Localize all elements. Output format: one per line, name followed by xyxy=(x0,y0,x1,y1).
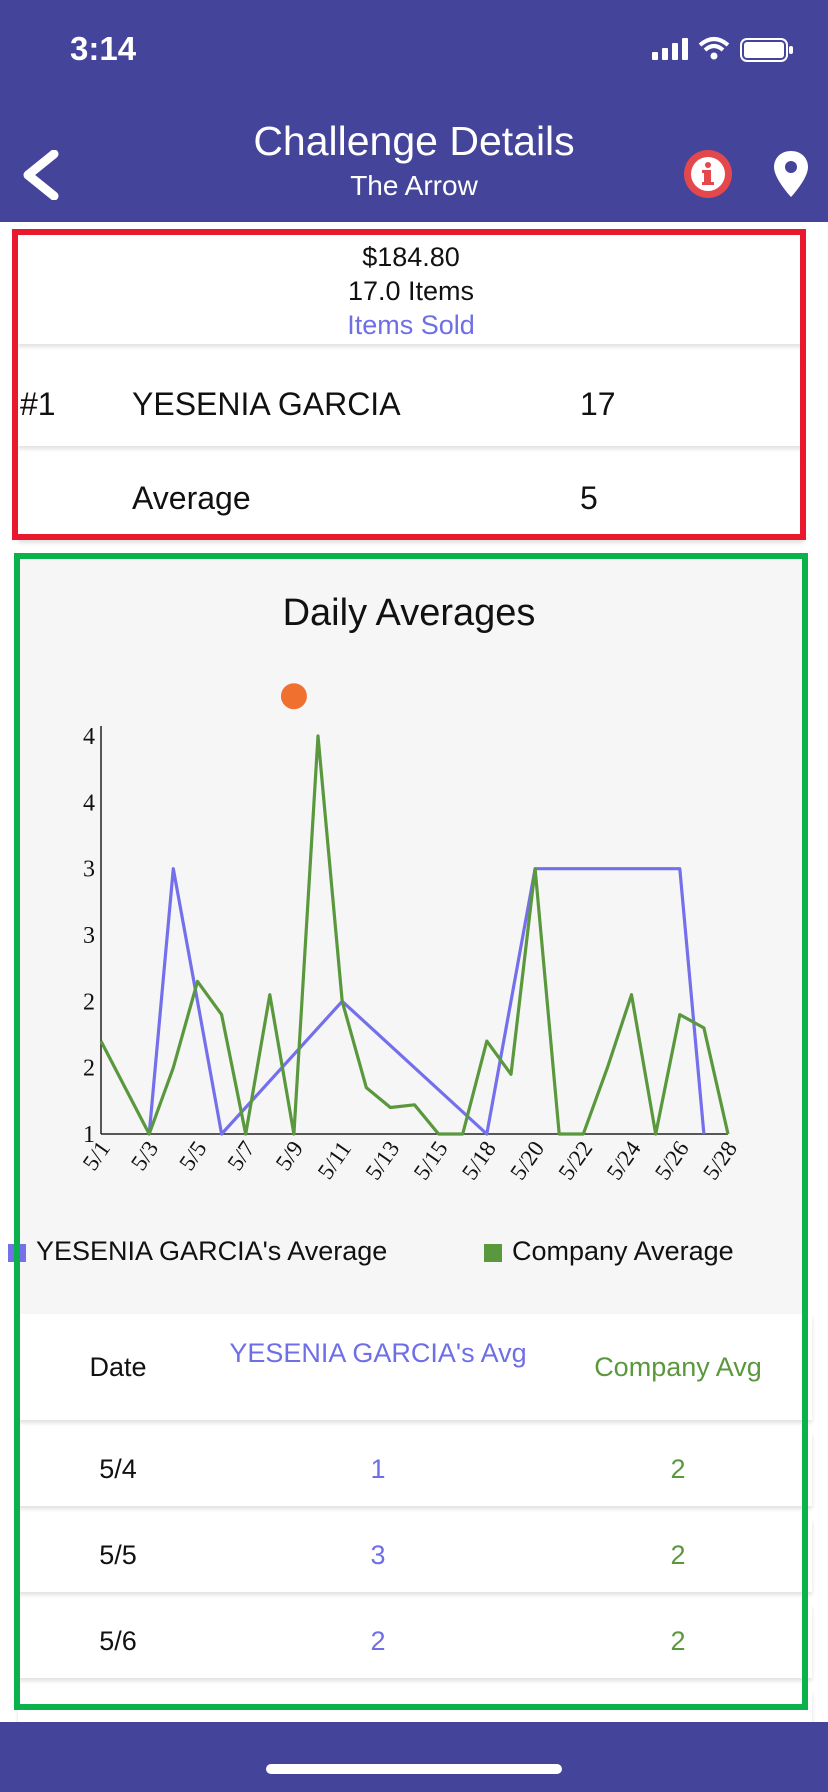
x-tick-label: 5/9 xyxy=(271,1137,308,1175)
x-tick-label: 5/11 xyxy=(313,1137,356,1184)
x-tick-label: 5/26 xyxy=(650,1137,694,1185)
series-line-company xyxy=(99,734,730,1136)
x-tick-label: 5/22 xyxy=(553,1137,597,1185)
y-tick-label: 2 xyxy=(83,989,95,1015)
row-user-avg: 1 xyxy=(370,1454,386,1484)
y-tick-label: 3 xyxy=(83,923,95,949)
row-user-avg: 3 xyxy=(370,1540,386,1570)
header-bar: 3:14 Challenge Details The Arrow xyxy=(0,0,828,222)
row-date: 5/6 xyxy=(99,1626,137,1656)
x-tick-label: 5/18 xyxy=(457,1137,501,1185)
row-user-avg: 2 xyxy=(370,1626,386,1656)
summary-items: 17.0 Items xyxy=(347,276,475,306)
x-tick-label: 5/28 xyxy=(698,1137,742,1185)
row-company-avg: 2 xyxy=(670,1454,686,1484)
table-header: Date YESENIA GARCIA's Avg Company Avg xyxy=(18,1314,812,1420)
average-row: Average 5 xyxy=(18,460,804,540)
table-row[interactable]: 5/5 3 2 xyxy=(18,1518,812,1592)
x-tick-label: 5/13 xyxy=(361,1137,405,1185)
header-user-avg: YESENIA GARCIA's Avg xyxy=(229,1338,527,1368)
participant-score: 17 xyxy=(580,386,616,422)
back-chevron-icon[interactable] xyxy=(18,150,62,200)
legend-label-company: Company Average xyxy=(512,1236,734,1266)
bottom-bar xyxy=(0,1722,828,1792)
y-tick-label: 3 xyxy=(83,857,95,883)
location-pin-icon[interactable] xyxy=(771,149,811,199)
page-title: Challenge Details xyxy=(253,118,575,164)
legend-item-company[interactable]: Company Average xyxy=(484,1236,734,1267)
row-company-avg: 2 xyxy=(670,1540,686,1570)
signal-icon xyxy=(652,38,688,60)
status-time: 3:14 xyxy=(70,30,137,67)
summary-amount: $184.80 xyxy=(362,242,460,272)
row-date: 5/4 xyxy=(99,1454,137,1484)
summary-card: $184.80 17.0 Items Items Sold xyxy=(18,232,804,344)
chart-title: Daily Averages xyxy=(282,592,536,634)
x-tick-label: 5/15 xyxy=(409,1137,453,1185)
participant-name: YESENIA GARCIA xyxy=(132,386,401,422)
legend-swatch-user xyxy=(8,1243,26,1262)
y-tick-label: 2 xyxy=(83,1056,95,1082)
wifi-icon xyxy=(698,37,730,60)
row-date: 5/5 xyxy=(99,1540,137,1570)
legend-swatch-company xyxy=(484,1243,502,1262)
table-row[interactable]: 5/6 2 2 xyxy=(18,1604,812,1678)
table-row[interactable]: 5/4 1 2 xyxy=(18,1432,812,1506)
battery-icon xyxy=(740,38,793,62)
page-subtitle: The Arrow xyxy=(350,170,478,201)
leaderboard-row[interactable]: #1 YESENIA GARCIA 17 xyxy=(18,366,804,446)
info-icon[interactable] xyxy=(684,150,732,198)
x-tick-label: 5/7 xyxy=(222,1137,259,1175)
y-tick-label: 1 xyxy=(83,1122,95,1148)
daily-averages-chart: Daily Averages 1 2 2 3 3 4 4 5/1 5/3 5/5 5/7 5/9 5/1… xyxy=(8,556,804,1316)
average-score: 5 xyxy=(580,480,598,516)
x-tick-label: 5/20 xyxy=(505,1137,549,1185)
x-tick-label: 5/3 xyxy=(126,1137,163,1175)
average-label: Average xyxy=(132,480,251,516)
series-line-user xyxy=(147,867,706,1136)
x-tick-label: 5/24 xyxy=(602,1136,646,1184)
summary-metric: Items Sold xyxy=(347,310,475,340)
legend-label-user: YESENIA GARCIA's Average xyxy=(36,1236,388,1266)
y-tick-label: 4 xyxy=(83,790,95,816)
legend-item-user[interactable]: YESENIA GARCIA's Average xyxy=(8,1236,387,1267)
rank: #1 xyxy=(20,386,56,422)
row-company-avg: 2 xyxy=(670,1626,686,1656)
header-company-avg: Company Avg xyxy=(594,1352,762,1382)
header-date: Date xyxy=(89,1352,147,1382)
home-indicator[interactable] xyxy=(266,1764,562,1774)
y-tick-label: 4 xyxy=(83,724,95,750)
highlight-point xyxy=(280,683,307,710)
x-tick-label: 5/5 xyxy=(174,1137,211,1175)
